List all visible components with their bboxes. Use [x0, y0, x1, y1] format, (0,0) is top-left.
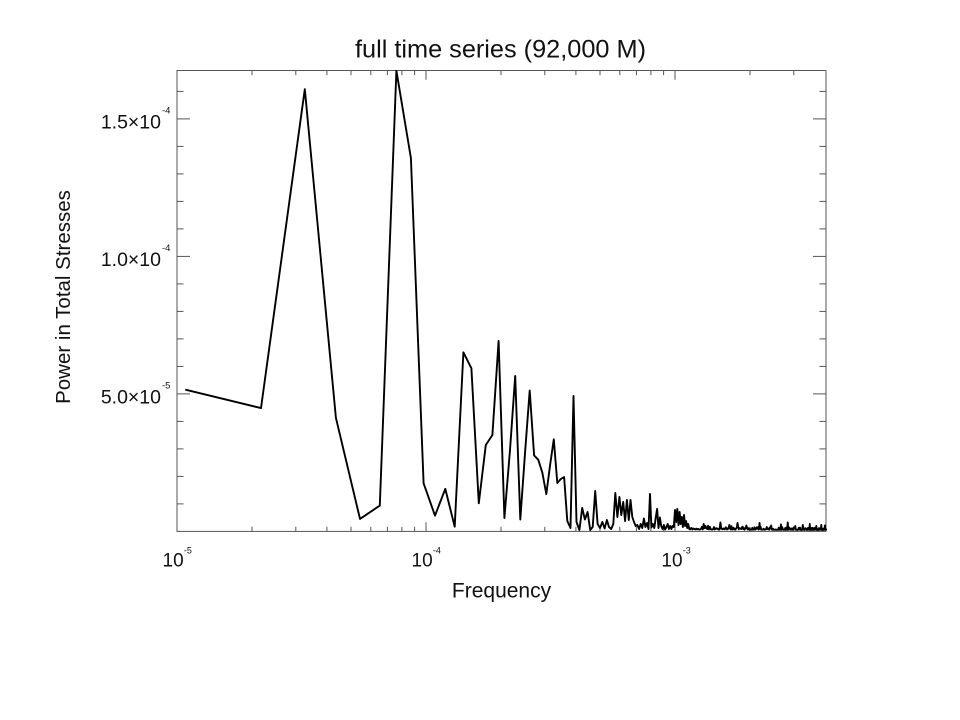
svg-text:Frequency: Frequency — [452, 579, 552, 602]
svg-text:-4: -4 — [162, 105, 170, 116]
svg-text:Power in Total Stresses: Power in Total Stresses — [52, 190, 75, 404]
svg-text:10: 10 — [661, 551, 682, 572]
svg-text:full time series (92,000 M): full time series (92,000 M) — [355, 35, 646, 63]
svg-text:-5: -5 — [184, 545, 192, 555]
svg-text:-5: -5 — [162, 380, 170, 391]
svg-text:-4: -4 — [162, 243, 170, 254]
svg-text:1.0×10: 1.0×10 — [101, 249, 161, 271]
svg-text:10: 10 — [163, 551, 184, 572]
svg-text:1.5×10: 1.5×10 — [101, 111, 161, 133]
svg-text:5.0×10: 5.0×10 — [101, 386, 161, 408]
svg-text:-3: -3 — [683, 545, 691, 555]
svg-text:-4: -4 — [433, 545, 441, 555]
svg-text:10: 10 — [412, 551, 433, 572]
